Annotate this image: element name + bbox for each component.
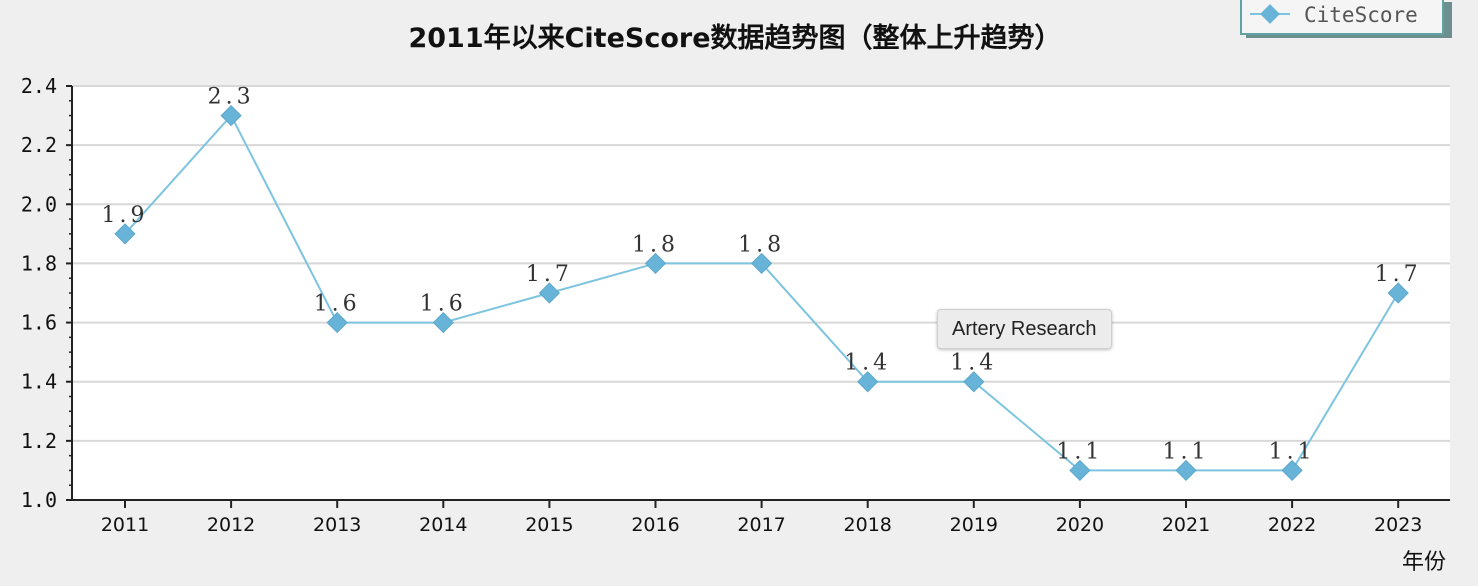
y-tick-label: 2.0 <box>21 192 57 216</box>
y-ticks: 1.0 1.2 1.4 1.6 1.8 2.0 2.2 2.4 <box>21 74 72 512</box>
y-tick-label: 1.8 <box>21 251 57 275</box>
y-tick-label: 1.4 <box>21 370 57 394</box>
data-point[interactable] <box>1069 459 1091 482</box>
data-point[interactable] <box>1281 459 1303 482</box>
y-tick-label: 1.0 <box>21 488 57 512</box>
chart-title: 2011年以来CiteScore数据趋势图（整体上升趋势） <box>408 22 1061 54</box>
data-point[interactable] <box>432 311 454 334</box>
x-tick-label: 2018 <box>844 514 892 536</box>
x-tick-label: 2015 <box>525 514 573 536</box>
x-tick-label: 2021 <box>1162 514 1210 536</box>
legend: CiteScore <box>1240 0 1452 38</box>
x-tick-label: 2014 <box>419 514 467 536</box>
data-label: 1.6 <box>314 292 361 317</box>
x-tick-label: 2020 <box>1056 514 1104 536</box>
x-tick-label: 2017 <box>737 514 785 536</box>
data-label: 1.7 <box>526 262 573 287</box>
data-point[interactable] <box>963 371 985 393</box>
y-tick-label: 1.6 <box>21 311 57 335</box>
data-point[interactable] <box>644 252 667 275</box>
x-tick-label: 2013 <box>313 514 361 536</box>
data-label: 1.1 <box>1269 439 1316 464</box>
x-tick-label: 2019 <box>950 514 998 536</box>
legend-diamond-marker <box>1260 4 1280 24</box>
data-label: 1.4 <box>844 351 891 376</box>
data-point[interactable] <box>750 252 773 275</box>
x-ticks: 2011 2012 2013 2014 2015 2016 2017 2018 2019 2020… <box>101 500 1422 536</box>
x-tick-label: 2012 <box>207 514 255 536</box>
data-labels: 1.9 2.3 1.6 1.6 1.7 1.8 1.8 1.4 1.4 1.1 1.1 1.1 1.7 <box>102 85 1422 465</box>
data-label: 2.3 <box>208 85 255 110</box>
tooltip: Artery Research <box>937 309 1112 349</box>
y-tick-label: 1.2 <box>21 429 57 453</box>
data-label: 1.7 <box>1375 262 1422 287</box>
data-point[interactable] <box>326 311 348 334</box>
x-tick-label: 2016 <box>631 514 679 536</box>
data-point[interactable] <box>857 371 879 393</box>
data-point[interactable] <box>1387 282 1409 304</box>
legend-item-citescore: CiteScore <box>1304 3 1418 27</box>
grid <box>72 85 1450 442</box>
plot-area <box>72 86 1450 500</box>
data-label: 1.1 <box>1163 439 1210 464</box>
y-tick-label: 2.2 <box>21 133 57 157</box>
data-point[interactable] <box>538 282 561 304</box>
data-label: 1.4 <box>950 351 997 376</box>
data-point[interactable] <box>220 104 242 127</box>
y-tick-label: 2.4 <box>21 74 57 98</box>
x-tick-label: 2022 <box>1268 514 1316 536</box>
x-axis-label: 年份 <box>1402 550 1446 575</box>
x-tick-label: 2011 <box>101 514 149 536</box>
data-label: 1.8 <box>632 232 679 257</box>
x-tick-label: 2023 <box>1374 514 1422 536</box>
data-label: 1.1 <box>1056 439 1103 464</box>
series-citescore <box>114 104 1409 482</box>
data-label: 1.9 <box>102 203 149 228</box>
data-label: 1.8 <box>738 232 785 257</box>
data-label: 1.6 <box>420 292 467 317</box>
data-point[interactable] <box>114 223 136 245</box>
data-point[interactable] <box>1175 459 1197 482</box>
